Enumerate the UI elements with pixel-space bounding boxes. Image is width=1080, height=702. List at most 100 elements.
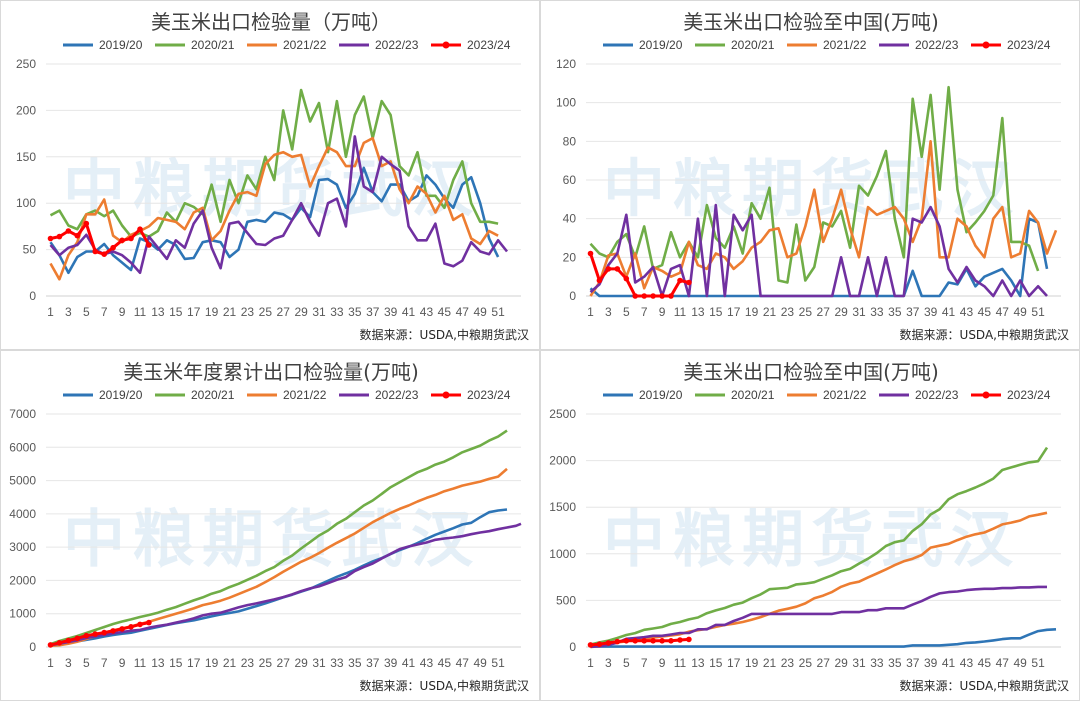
series-line-2022-23 [590, 585, 1047, 649]
data-point-2023-24 [632, 293, 638, 299]
chart-panel-weekly-inspections: 中粮期货武汉 美玉米出口检验量（万吨） 2019/20 2020/21 2021/22 2… [0, 0, 540, 350]
legend-label: 2022/23 [915, 388, 959, 402]
x-tick-label: 49 [473, 656, 487, 670]
x-tick-label: 33 [330, 656, 344, 670]
y-tick-label: 4000 [9, 507, 36, 521]
y-tick-label: 3000 [9, 540, 36, 554]
x-tick-label: 21 [763, 305, 777, 319]
x-tick-label: 31 [852, 305, 866, 319]
x-tick-label: 1 [47, 305, 54, 319]
legend-item-2022-23: 2022/23 [339, 38, 419, 52]
x-tick-label: 9 [119, 305, 126, 319]
data-point-2023-24 [668, 638, 674, 644]
x-tick-label: 5 [623, 305, 630, 319]
x-tick-label: 45 [978, 656, 992, 670]
x-tick-label: 15 [169, 305, 183, 319]
x-tick-label: 47 [456, 656, 470, 670]
x-tick-label: 9 [659, 656, 666, 670]
x-tick-label: 7 [101, 305, 108, 319]
data-point-2023-24 [74, 232, 81, 239]
x-tick-label: 35 [348, 305, 362, 319]
data-point-2023-24 [659, 293, 665, 299]
data-point-2023-24 [641, 638, 647, 644]
x-tick-label: 17 [727, 656, 741, 670]
x-tick-label: 25 [799, 305, 813, 319]
legend-item-2020-21: 2020/21 [155, 388, 235, 402]
data-point-2023-24 [83, 220, 90, 227]
x-tick-label: 45 [978, 305, 992, 319]
x-tick-label: 5 [623, 656, 630, 670]
x-tick-label: 47 [996, 656, 1010, 670]
data-point-2023-24 [47, 235, 54, 242]
data-point-2023-24 [677, 277, 683, 284]
x-tick-label: 5 [83, 305, 90, 319]
legend-item-2022-23: 2022/23 [879, 388, 959, 402]
x-tick-label: 21 [223, 656, 237, 670]
x-tick-label: 27 [277, 656, 291, 670]
x-tick-label: 23 [241, 305, 255, 319]
y-tick-label: 150 [16, 150, 36, 164]
chart-svg-cumulative-to-china: 中粮期货武汉 美玉米出口检验至中国(万吨)2019/20 2020/21 2021/2… [549, 360, 1069, 693]
data-point-2023-24 [47, 642, 54, 648]
legend-item-2019-20: 2019/20 [603, 388, 683, 402]
y-tick-label: 40 [563, 212, 577, 226]
data-point-2023-24 [614, 638, 621, 645]
x-tick-label: 17 [187, 305, 201, 319]
x-tick-label: 9 [119, 656, 126, 670]
series-line-2020-21 [590, 446, 1049, 646]
x-tick-label: 29 [834, 305, 848, 319]
x-tick-label: 15 [169, 656, 183, 670]
x-tick-label: 29 [834, 656, 848, 670]
y-tick-label: 60 [563, 173, 577, 187]
legend-item-2019-20: 2019/20 [603, 38, 683, 52]
legend-label: 2019/20 [99, 38, 143, 52]
legend-marker [442, 391, 450, 399]
data-point-2023-24 [119, 626, 125, 632]
y-tick-label: 50 [23, 243, 37, 257]
x-tick-label: 17 [187, 656, 201, 670]
data-point-2023-24 [83, 632, 90, 639]
x-tick-label: 25 [799, 656, 813, 670]
y-tick-label: 0 [29, 289, 36, 303]
chart-title: 美玉米出口检验至中国(万吨) [683, 360, 939, 384]
y-tick-label: 80 [563, 134, 577, 148]
x-tick-label: 49 [1013, 305, 1027, 319]
chart-title: 美玉米出口检验量（万吨） [151, 10, 391, 34]
source-text: 数据来源：USDA,中粮期货武汉 [900, 678, 1069, 693]
y-tick-label: 1000 [549, 547, 576, 561]
chart-title: 美玉米出口检验至中国(万吨) [683, 10, 939, 34]
legend-item-2022-23: 2022/23 [879, 38, 959, 52]
x-tick-label: 11 [674, 656, 687, 670]
data-point-2023-24 [659, 638, 665, 644]
data-point-2023-24 [146, 242, 152, 248]
data-point-2023-24 [677, 637, 683, 643]
x-tick-label: 43 [960, 305, 974, 319]
y-tick-label: 0 [569, 289, 576, 303]
x-tick-label: 51 [491, 656, 505, 670]
legend-label: 2020/21 [191, 38, 235, 52]
data-point-2023-24 [92, 248, 98, 255]
data-point-2023-24 [56, 233, 63, 240]
x-tick-label: 25 [259, 656, 273, 670]
data-point-2023-24 [587, 642, 594, 648]
legend-label: 2020/21 [191, 388, 235, 402]
x-tick-label: 45 [438, 656, 452, 670]
x-tick-label: 23 [241, 656, 255, 670]
data-point-2023-24 [587, 250, 594, 257]
data-point-2023-24 [137, 621, 143, 628]
legend-item-2023-24: 2023/24 [971, 388, 1051, 402]
x-tick-label: 19 [205, 305, 219, 319]
x-tick-label: 51 [1031, 305, 1045, 319]
x-tick-label: 11 [134, 656, 147, 670]
x-tick-label: 13 [691, 305, 705, 319]
data-point-2023-24 [65, 228, 72, 234]
legend-item-2023-24: 2023/24 [431, 38, 511, 52]
legend-label: 2021/22 [823, 38, 867, 52]
x-tick-label: 39 [384, 656, 398, 670]
y-tick-label: 2500 [549, 407, 576, 421]
x-tick-label: 39 [924, 305, 938, 319]
y-tick-label: 20 [563, 250, 577, 264]
data-point-2023-24 [101, 251, 107, 257]
x-tick-label: 31 [312, 305, 326, 319]
